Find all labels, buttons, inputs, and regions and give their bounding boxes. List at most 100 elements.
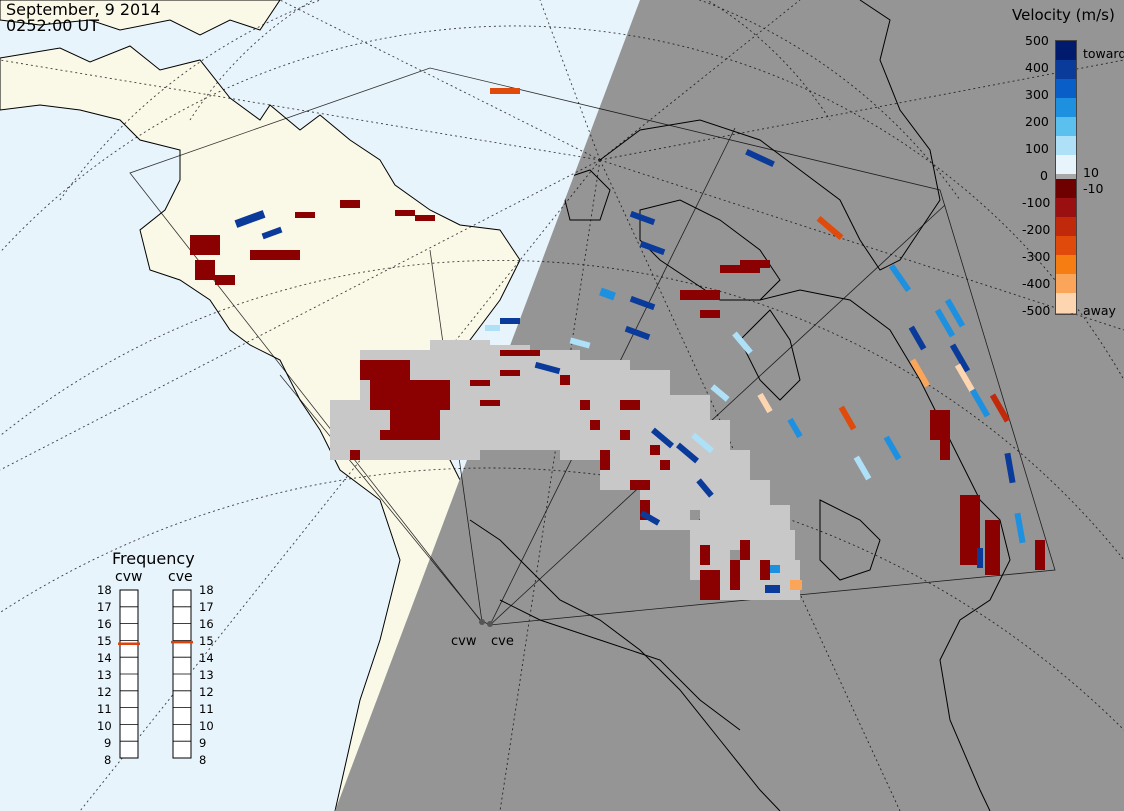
frequency-tick-label: 17 bbox=[97, 600, 112, 614]
colorbar-toward-label: toward bbox=[1083, 46, 1124, 61]
frequency-tick-label: 18 bbox=[97, 583, 112, 597]
colorbar-cell bbox=[1056, 117, 1076, 137]
fan-cell bbox=[630, 480, 650, 490]
colorbar-tick-label: -100 bbox=[1022, 195, 1051, 210]
fan-cell bbox=[560, 375, 570, 385]
fan-cell bbox=[930, 410, 950, 440]
colorbar-cell bbox=[1056, 79, 1076, 99]
fan-cell bbox=[710, 384, 730, 402]
fan-cell bbox=[490, 88, 520, 94]
fan-cell bbox=[620, 430, 630, 440]
frequency-tick-label: 13 bbox=[199, 668, 214, 682]
frequency-tick-label: 14 bbox=[199, 651, 214, 665]
fan-cell bbox=[745, 148, 775, 168]
fan-cell bbox=[934, 308, 956, 338]
colorbar-cell bbox=[1056, 98, 1076, 118]
colorbar-cell bbox=[1056, 236, 1076, 256]
colorbar-cell bbox=[1056, 217, 1076, 237]
fan-cell bbox=[639, 510, 661, 526]
colorbar-cell bbox=[1056, 179, 1076, 199]
fan-cell bbox=[640, 500, 650, 520]
fan-cell bbox=[770, 565, 780, 573]
time-label: 0252:00 UT bbox=[6, 16, 100, 35]
fan-cell bbox=[1035, 540, 1045, 570]
fan-cell bbox=[470, 380, 490, 386]
fan-cell bbox=[520, 350, 540, 356]
colorbar-cell bbox=[1056, 198, 1076, 218]
fan-cell bbox=[660, 460, 670, 470]
fan-cell bbox=[989, 393, 1011, 423]
radar-sites bbox=[479, 619, 493, 627]
fan-cell bbox=[250, 250, 300, 260]
fan-cell bbox=[954, 363, 976, 393]
fan-cell bbox=[787, 417, 803, 439]
fan-cell bbox=[569, 337, 591, 349]
fan-cell bbox=[740, 260, 770, 268]
colorbar-tick-label: 500 bbox=[1025, 33, 1049, 48]
colorbar-cell bbox=[1056, 41, 1076, 61]
fan-cell bbox=[977, 548, 983, 568]
fan-cell bbox=[680, 290, 720, 300]
frequency-title: Frequency bbox=[112, 549, 195, 568]
frequency-radar-label: cvw bbox=[115, 569, 143, 585]
fan-cell bbox=[969, 388, 991, 418]
fan-cell bbox=[650, 427, 675, 449]
night-shade bbox=[335, 0, 1124, 811]
fan-cell bbox=[400, 440, 440, 460]
fan-cell bbox=[500, 318, 520, 324]
frequency-tick-label: 14 bbox=[97, 651, 112, 665]
fan-cell bbox=[215, 275, 235, 285]
colorbar-tick-label: 200 bbox=[1025, 114, 1049, 129]
fan-cell bbox=[360, 360, 410, 380]
colorbar-tick-label: -400 bbox=[1022, 276, 1051, 291]
frequency-tick-label: 12 bbox=[199, 685, 214, 699]
frequency-tick-label: 8 bbox=[104, 753, 112, 767]
frequency-tick-label: 12 bbox=[97, 685, 112, 699]
fan-cell bbox=[740, 540, 750, 560]
fan-cell bbox=[675, 442, 700, 464]
colorbar-frame bbox=[1055, 40, 1077, 315]
fan-cell bbox=[600, 450, 610, 470]
cve-site-marker bbox=[487, 621, 493, 627]
colorbar-cell bbox=[1056, 60, 1076, 80]
colorbar-tick-label: 400 bbox=[1025, 60, 1049, 75]
fan-cell bbox=[650, 445, 660, 455]
colorbar-tick-label: -300 bbox=[1022, 249, 1051, 264]
frequency-tick-label: 18 bbox=[199, 583, 214, 597]
frequency-tick-label: 16 bbox=[97, 617, 112, 631]
frequency-tick-label: 10 bbox=[97, 719, 112, 733]
frequency-tick-label: 13 bbox=[97, 668, 112, 682]
fan-cell bbox=[949, 343, 971, 373]
frequency-tick-label: 10 bbox=[199, 719, 214, 733]
fan-cell bbox=[700, 570, 720, 600]
fan-cell bbox=[520, 410, 560, 450]
fan-cell bbox=[629, 295, 656, 311]
colorbar-away-label: away bbox=[1083, 303, 1116, 318]
colorbar-cell bbox=[1056, 255, 1076, 275]
fan-cell bbox=[500, 350, 520, 356]
fan-cell bbox=[261, 226, 283, 240]
fan-cell bbox=[415, 215, 435, 221]
fan-cell bbox=[790, 580, 802, 590]
fan-cell bbox=[908, 325, 927, 351]
frequency-tick-label: 17 bbox=[199, 600, 214, 614]
colorbar-ground-scatter-cell bbox=[1056, 174, 1076, 179]
fan-cell bbox=[696, 478, 714, 498]
fan-cell bbox=[195, 260, 215, 280]
fan-cell bbox=[883, 435, 902, 461]
fan-cell bbox=[985, 520, 1000, 575]
cvw-site-marker bbox=[479, 619, 485, 625]
colorbar-threshold-label: -10 bbox=[1083, 181, 1104, 196]
fan-cell bbox=[720, 265, 760, 273]
fan-cell bbox=[500, 370, 520, 376]
fan-cell bbox=[480, 400, 500, 406]
frequency-radar-label: cve bbox=[168, 569, 193, 585]
fan-cell bbox=[1014, 512, 1026, 544]
fan-cell bbox=[350, 450, 360, 460]
colorbar-title: Velocity (m/s) bbox=[1012, 6, 1115, 24]
colorbar-cell bbox=[1056, 136, 1076, 156]
fan-cell bbox=[534, 361, 561, 375]
frequency-tick-label: 16 bbox=[199, 617, 214, 631]
